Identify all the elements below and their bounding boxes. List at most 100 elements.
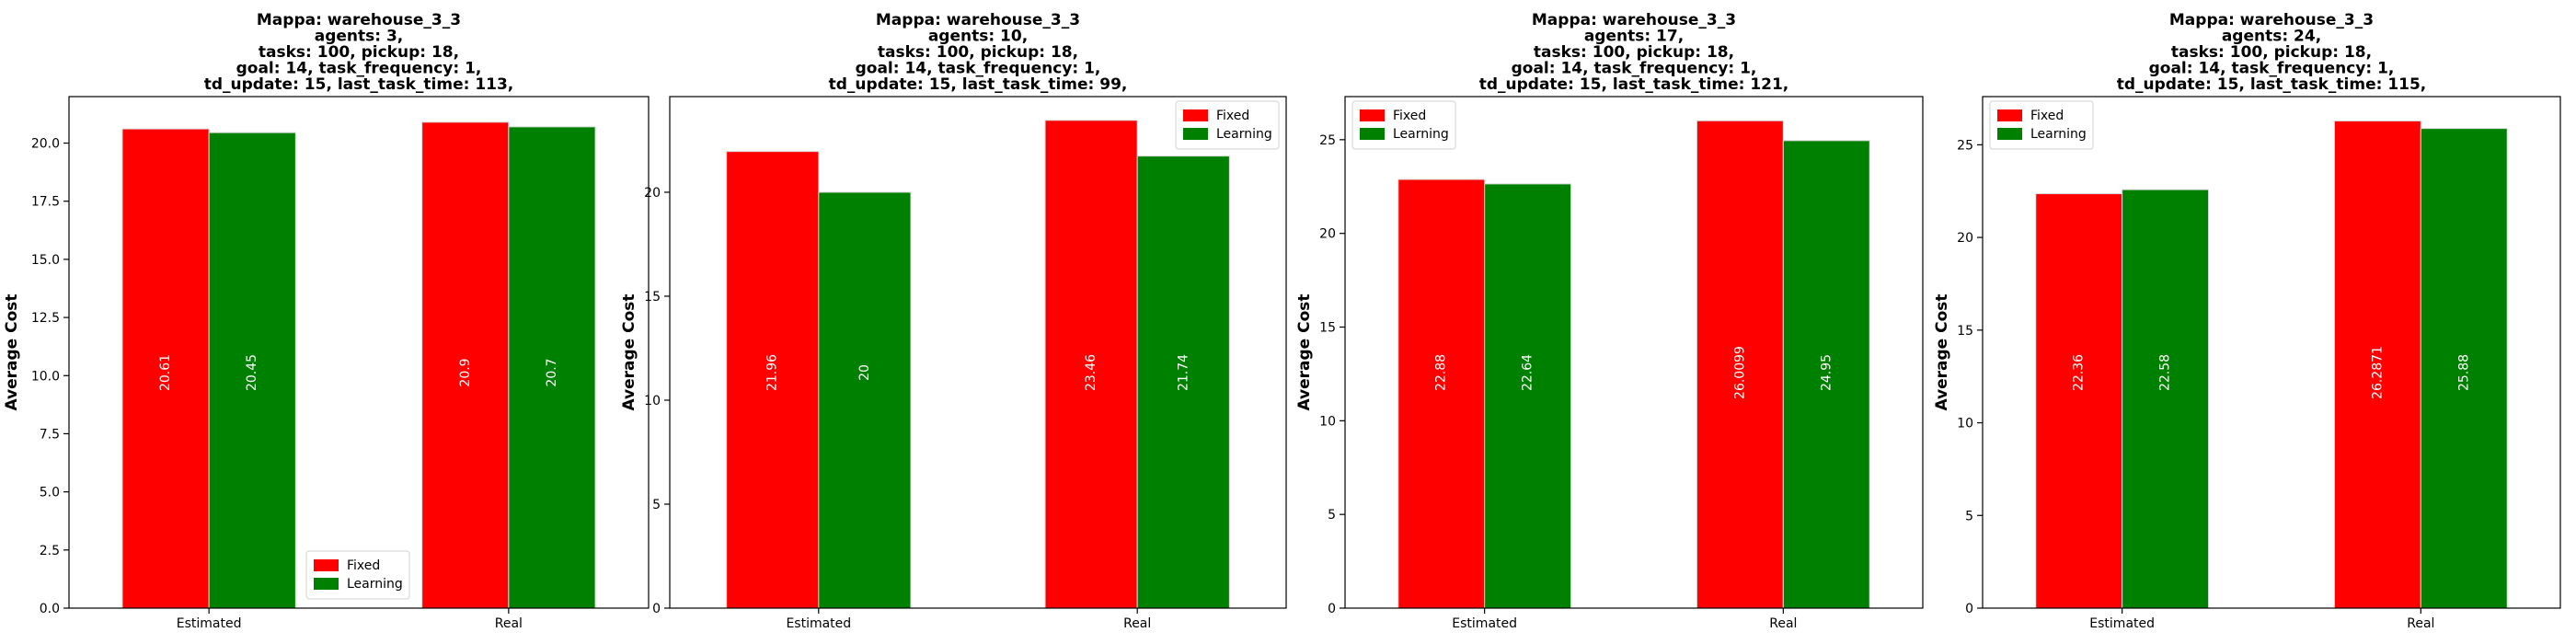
legend: Fixed Learning: [1989, 100, 2094, 150]
chart-title-line: agents: 17,: [1584, 28, 1684, 46]
chart-title-line: goal: 14, task_frequency: 1,: [2149, 60, 2395, 78]
legend-swatch-learning: [1360, 128, 1385, 140]
x-tick-label: Real: [1769, 616, 1797, 631]
y-axis-label: Average Cost: [1295, 293, 1314, 410]
y-tick-label: 10: [1957, 417, 1973, 431]
data-label: 22.88: [1434, 354, 1449, 391]
y-tick-label: 15: [1957, 324, 1973, 339]
chart-title-line: tasks: 100, pickup: 18,: [2171, 43, 2372, 62]
y-axis-label: Average Cost: [1933, 293, 1951, 410]
x-tick-label: Real: [495, 616, 523, 631]
bar-fixed: [1397, 178, 1486, 609]
legend-label-learning: Learning: [1216, 127, 1272, 142]
bar-fixed: [1696, 120, 1784, 609]
y-tick-label: 25: [1957, 138, 1973, 153]
bar-fixed: [2035, 193, 2123, 609]
legend-label-fixed: Fixed: [1216, 109, 1249, 123]
chart-title-line: td_update: 15, last_task_time: 121,: [1479, 75, 1789, 94]
x-tick-label: Estimated: [1452, 616, 1517, 631]
data-label: 20.45: [245, 354, 259, 391]
chart-title-line: goal: 14, task_frequency: 1,: [236, 60, 482, 78]
y-axis-label: Average Cost: [3, 293, 21, 410]
data-label: 22.58: [2158, 354, 2173, 391]
data-label: 26.0099: [1732, 346, 1747, 399]
y-tick-label: 25: [1319, 133, 1336, 148]
y-tick-label: 5.0: [40, 486, 60, 500]
y-tick-label: 5: [1328, 508, 1336, 523]
legend-label-fixed: Fixed: [1393, 109, 1426, 123]
bar-learning: [1484, 183, 1572, 609]
data-label: 20.61: [158, 354, 173, 391]
chart-title-line: goal: 14, task_frequency: 1,: [1512, 60, 1757, 78]
legend-label-fixed: Fixed: [2030, 109, 2064, 123]
data-label: 20.9: [458, 358, 473, 386]
chart-title-line: tasks: 100, pickup: 18,: [1534, 43, 1734, 62]
y-tick-label: 15.0: [31, 253, 60, 268]
bar-fixed: [2333, 120, 2421, 609]
legend-label-fixed: Fixed: [347, 558, 380, 573]
legend-label-learning: Learning: [347, 577, 403, 592]
data-label: 21.74: [1176, 354, 1190, 391]
y-tick-label: 2.5: [40, 544, 60, 558]
y-tick-label: 10: [1319, 414, 1336, 429]
data-label: 23.46: [1084, 354, 1098, 391]
chart-title-line: Mappa: warehouse_3_3: [1532, 11, 1736, 29]
legend-label-learning: Learning: [2030, 127, 2087, 142]
legend-swatch-learning: [1183, 128, 1208, 140]
y-tick-label: 10: [644, 394, 661, 408]
chart-title-line: Mappa: warehouse_3_3: [876, 11, 1080, 29]
data-label: 20.7: [545, 358, 559, 386]
bar-learning: [818, 191, 912, 609]
y-tick-label: 20: [644, 186, 661, 201]
chart-title-line: td_update: 15, last_task_time: 99,: [829, 75, 1128, 94]
bar-fixed: [421, 121, 510, 609]
chart-title-line: td_update: 15, last_task_time: 113,: [204, 75, 514, 94]
data-label: 25.88: [2456, 354, 2471, 391]
bar-fixed: [1044, 120, 1138, 609]
y-tick-label: 0: [1328, 602, 1336, 616]
bar-learning: [508, 126, 596, 609]
legend: Fixed Learning: [1351, 100, 1456, 150]
legend-swatch-fixed: [1360, 109, 1385, 121]
chart-title-line: Mappa: warehouse_3_3: [257, 11, 461, 29]
bar-learning: [2122, 189, 2210, 609]
x-tick-label: Real: [2407, 616, 2434, 631]
data-label: 26.2871: [2370, 346, 2385, 399]
plot-frame: [1344, 96, 1924, 609]
plot-frame: [1982, 96, 2561, 609]
data-label: 22.36: [2072, 354, 2087, 391]
y-tick-label: 5: [1965, 509, 1973, 523]
legend-swatch-learning: [314, 578, 339, 590]
chart-title-line: tasks: 100, pickup: 18,: [259, 43, 459, 62]
legend: Fixed Learning: [1175, 100, 1280, 150]
legend-label-learning: Learning: [1393, 127, 1449, 142]
x-tick-label: Real: [1123, 616, 1151, 631]
bar-learning: [2420, 128, 2508, 609]
y-tick-label: 15: [644, 290, 661, 305]
legend-swatch-fixed: [1997, 109, 2022, 121]
chart-title-line: agents: 24,: [2222, 28, 2321, 46]
chart-title-line: Mappa: warehouse_3_3: [2169, 11, 2374, 29]
legend-swatch-fixed: [314, 559, 339, 571]
legend-swatch-fixed: [1183, 109, 1208, 121]
bar-learning: [1136, 155, 1230, 609]
bar-learning: [1782, 140, 1870, 609]
y-tick-label: 15: [1319, 321, 1336, 336]
plot-frame: [68, 96, 650, 609]
y-tick-label: 20: [1957, 231, 1973, 246]
y-tick-label: 20.0: [31, 137, 60, 152]
plot-frame: [669, 96, 1287, 609]
chart-title-line: goal: 14, task_frequency: 1,: [856, 60, 1101, 78]
chart-title-line: agents: 3,: [315, 28, 404, 46]
bar-learning: [208, 132, 296, 609]
y-tick-label: 0: [1965, 602, 1973, 616]
chart-title-line: tasks: 100, pickup: 18,: [878, 43, 1078, 62]
legend: Fixed Learning: [305, 550, 410, 600]
data-label: 21.96: [765, 354, 780, 391]
legend-swatch-learning: [1997, 128, 2022, 140]
data-label: 24.95: [1819, 354, 1834, 391]
